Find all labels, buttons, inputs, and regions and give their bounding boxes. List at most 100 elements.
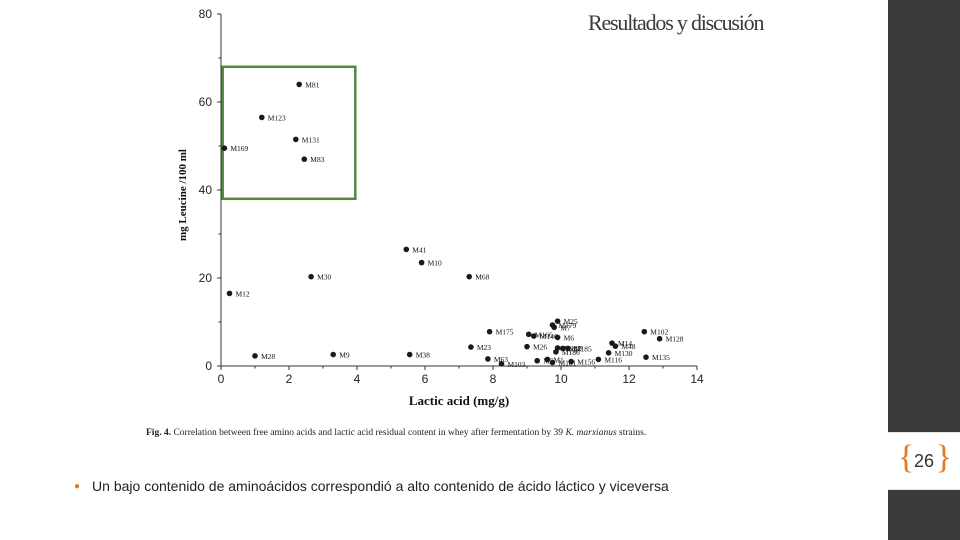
data-point-m9 [330, 351, 337, 358]
point-label-m128: M128 [666, 335, 684, 344]
point-label-m179: M179 [559, 321, 577, 330]
point-label-m23: M23 [477, 343, 491, 352]
data-point-m135 [643, 354, 649, 361]
point-label-m131: M131 [302, 135, 320, 144]
x-tick-label: 6 [422, 372, 429, 386]
x-tick-label: 12 [622, 372, 636, 386]
point-label-m146: M146 [540, 332, 558, 341]
point-label-m116: M116 [604, 355, 622, 364]
point-label-m6: M6 [564, 333, 575, 342]
point-label-m25: M25 [564, 317, 578, 326]
y-tick-label: 20 [199, 271, 213, 285]
data-point-m123 [259, 114, 265, 121]
data-point-m81 [296, 81, 303, 88]
data-point-m68 [466, 273, 473, 280]
highlight-box [221, 65, 357, 201]
data-point-m146 [531, 333, 537, 339]
data-point-m41 [403, 246, 410, 253]
y-tick-label: 0 [205, 359, 212, 373]
data-point-m181 [549, 359, 556, 366]
point-label-m185: M185 [574, 344, 592, 353]
point-label-m123: M123 [268, 113, 286, 122]
caption-label: Fig. 4. [146, 428, 172, 438]
point-label-m102: M102 [650, 328, 668, 337]
data-point-m166 [525, 331, 532, 338]
x-tick-label: 2 [286, 372, 293, 386]
point-label-m122: M122 [564, 344, 582, 353]
data-point-m116 [595, 356, 602, 363]
data-point-m48 [612, 343, 619, 350]
data-point-m10 [418, 259, 425, 266]
bullet-icon: ● [74, 481, 81, 492]
point-label-m186: M186 [562, 348, 580, 357]
data-point-m28 [252, 353, 258, 359]
y-tick-label: 40 [199, 183, 213, 197]
data-point-m7 [551, 324, 557, 331]
data-point-m5 [534, 357, 540, 364]
bullet-item: ● Un bajo contenido de aminoácidos corres… [74, 478, 669, 494]
point-label-m38: M38 [416, 351, 430, 360]
x-tick-label: 10 [554, 372, 568, 386]
point-label-m68: M68 [475, 273, 489, 282]
data-point-m175 [486, 328, 493, 335]
data-point-m26 [524, 343, 530, 350]
point-label-m12: M12 [236, 289, 250, 298]
x-tick-label: 8 [490, 372, 497, 386]
data-point-m97 [559, 345, 566, 352]
caption-text: Correlation between free amino acids and… [173, 428, 564, 438]
data-point-m130 [605, 350, 612, 356]
point-label-m9: M9 [339, 351, 350, 360]
point-label-m48: M48 [621, 342, 635, 351]
point-label-m7: M7 [560, 323, 571, 332]
y-tick-label: 60 [199, 95, 213, 109]
x-tick-label: 0 [218, 372, 225, 386]
point-label-m14: M14 [618, 339, 632, 348]
data-point-m30 [308, 273, 314, 280]
point-label-m103: M103 [508, 360, 526, 369]
x-tick-label: 14 [690, 372, 704, 386]
point-label-m135: M135 [652, 353, 670, 362]
slide-title: Resultados y discusión [588, 10, 764, 35]
figure-caption: Fig. 4. Correlation between free amino a… [146, 428, 646, 438]
bullet-text: Un bajo contenido de aminoácidos corresp… [92, 478, 669, 494]
point-label-m130: M130 [615, 349, 633, 358]
data-point-m25 [554, 318, 561, 324]
y-tick-label: 80 [199, 7, 213, 21]
page-number: 26 [913, 451, 935, 471]
point-label-m156: M156 [577, 358, 595, 367]
data-point-m23 [468, 344, 474, 350]
point-label-m83: M83 [310, 155, 324, 164]
point-label-m30: M30 [317, 273, 331, 282]
point-label-m41: M41 [412, 245, 426, 254]
data-point-m38 [406, 351, 413, 358]
caption-text-end: strains. [619, 428, 647, 438]
data-point-m128 [656, 335, 663, 342]
data-point-m102 [641, 328, 648, 335]
data-point-m169 [221, 145, 228, 151]
x-tick-label: 4 [354, 372, 361, 386]
data-point-m186 [553, 349, 559, 355]
data-point-m63 [485, 356, 491, 362]
data-point-m156 [568, 358, 574, 365]
y-axis-label: mg Leucine /100 ml [177, 149, 189, 241]
data-point-m12 [226, 290, 233, 297]
caption-species: K. marxianus [565, 428, 617, 438]
point-label-m97: M97 [569, 344, 583, 353]
data-point-m6 [554, 334, 561, 341]
point-label-m26: M26 [533, 343, 547, 352]
page-number-badge: { 26 } [888, 432, 960, 490]
point-label-m169: M169 [230, 144, 248, 153]
data-point-m131 [293, 136, 299, 143]
point-label-m5: M5 [543, 357, 554, 366]
chart-axes: 0 2 4 6 8 10 12 14 0 20 40 60 80 [199, 7, 704, 386]
right-brace-icon: } [935, 439, 952, 476]
point-label-m1: M1 [553, 355, 564, 364]
point-label-m81: M81 [305, 80, 319, 89]
point-label-m63: M63 [494, 355, 508, 364]
point-label-m10: M10 [428, 259, 442, 268]
data-point-m83 [301, 156, 308, 162]
data-point-m1 [544, 356, 551, 363]
point-label-m166: M166 [535, 330, 553, 339]
left-brace-icon: { [898, 439, 915, 476]
